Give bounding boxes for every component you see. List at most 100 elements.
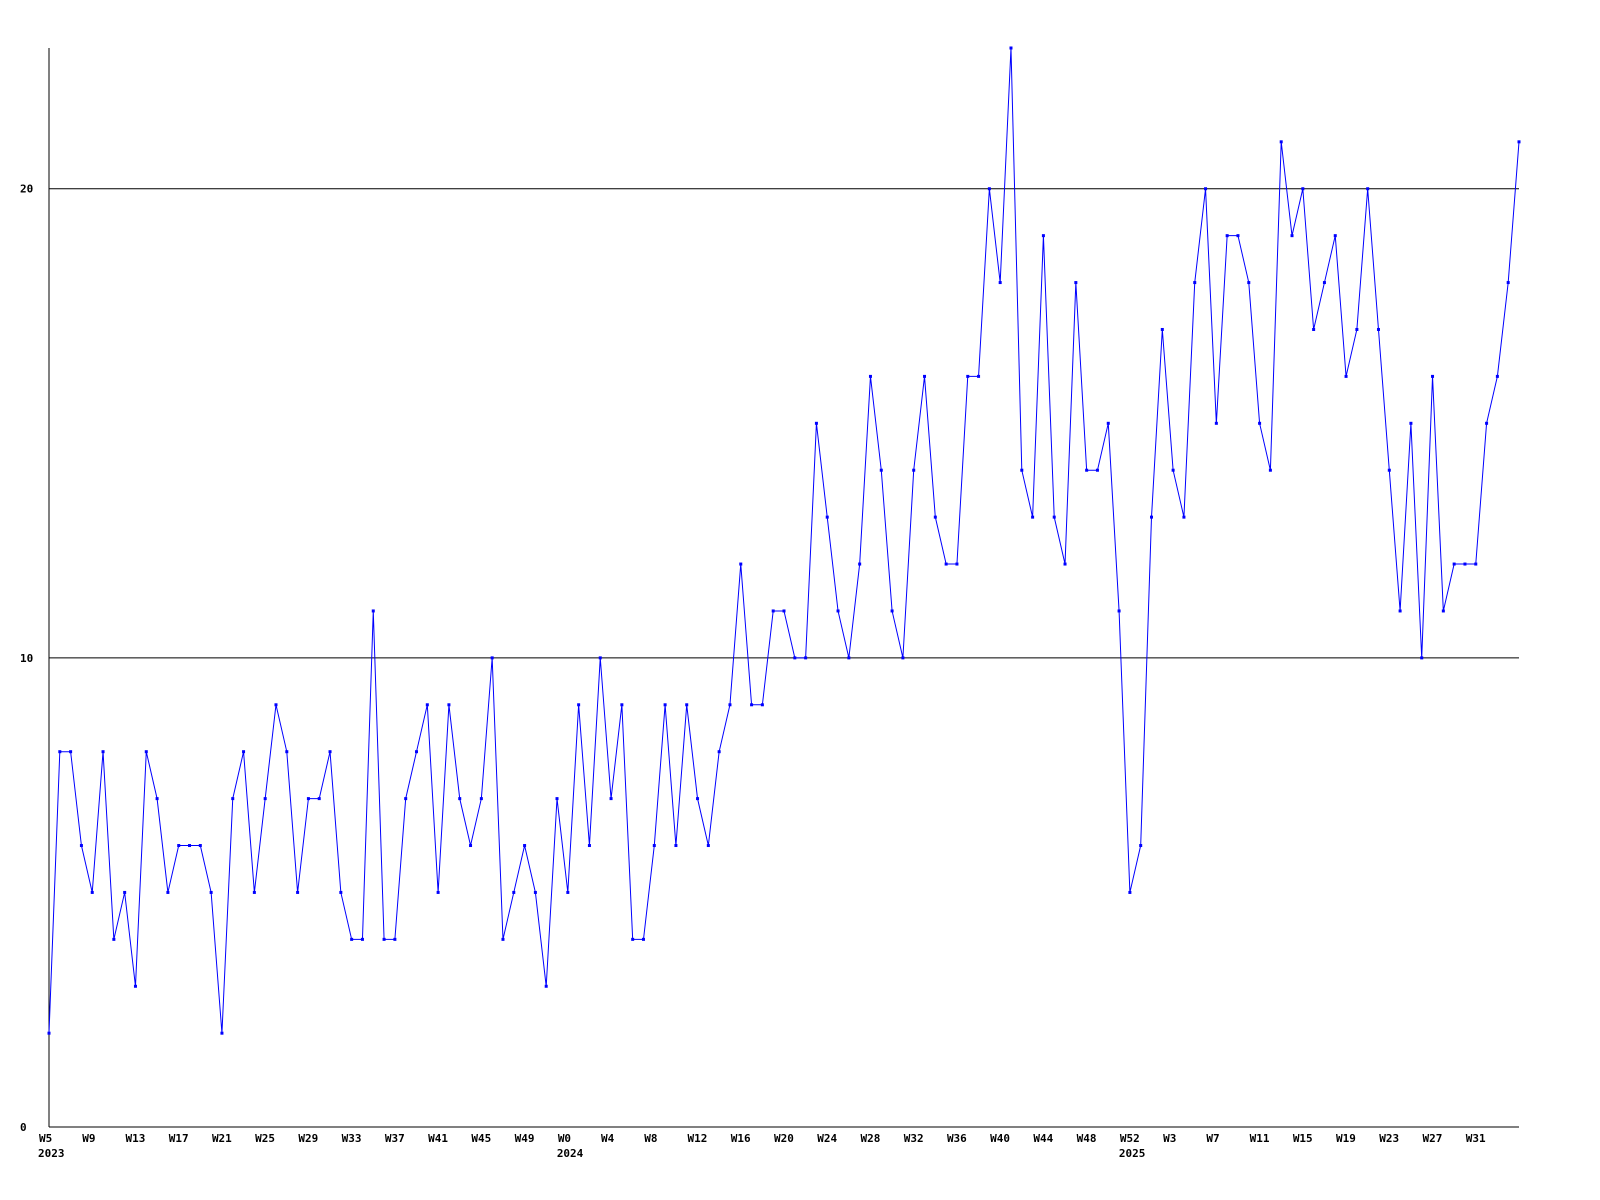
data-point	[1279, 140, 1283, 144]
data-point	[933, 515, 937, 519]
data-point	[1214, 421, 1218, 425]
data-point	[1128, 890, 1132, 894]
data-point	[306, 797, 310, 801]
data-point	[858, 562, 862, 566]
x-tick-label: W20	[774, 1132, 794, 1145]
data-point	[555, 797, 559, 801]
year-label: 2025	[1119, 1147, 1146, 1160]
data-point	[793, 656, 797, 660]
data-point	[393, 937, 397, 941]
data-point	[987, 187, 991, 191]
x-tick-label: W23	[1379, 1132, 1399, 1145]
data-point	[1398, 609, 1402, 613]
data-point	[587, 844, 591, 848]
data-point	[739, 562, 743, 566]
data-point	[663, 703, 667, 707]
x-tick-label: W5	[39, 1132, 52, 1145]
data-point	[771, 609, 775, 613]
data-point	[966, 374, 970, 378]
data-point	[1225, 234, 1229, 238]
x-tick-label: W37	[385, 1132, 405, 1145]
data-point	[782, 609, 786, 613]
data-point	[1322, 281, 1326, 285]
data-point	[512, 890, 516, 894]
year-label: 2023	[38, 1147, 65, 1160]
data-point	[1290, 234, 1294, 238]
data-point	[220, 1031, 224, 1035]
data-point	[501, 937, 505, 941]
data-point	[69, 750, 73, 754]
data-point	[1074, 281, 1078, 285]
x-tick-label: W0	[558, 1132, 571, 1145]
x-tick-label: W27	[1423, 1132, 1443, 1145]
data-point	[620, 703, 624, 707]
data-point	[923, 374, 927, 378]
data-point	[879, 468, 883, 472]
data-point	[112, 937, 116, 941]
data-point	[1474, 562, 1478, 566]
data-point	[1485, 421, 1489, 425]
x-tick-label: W25	[255, 1132, 275, 1145]
x-tick-label: W44	[1033, 1132, 1053, 1145]
data-point	[79, 844, 83, 848]
data-point	[955, 562, 959, 566]
data-point	[1463, 562, 1467, 566]
data-point	[717, 750, 721, 754]
data-point	[1171, 468, 1175, 472]
data-point	[814, 421, 818, 425]
data-point	[804, 656, 808, 660]
x-tick-label: W52	[1120, 1132, 1140, 1145]
data-line	[48, 47, 1520, 1034]
data-point	[47, 1031, 51, 1035]
data-point	[1204, 187, 1208, 191]
data-point	[479, 797, 483, 801]
data-point	[1258, 421, 1262, 425]
data-point	[469, 844, 473, 848]
x-tick-label: W24	[817, 1132, 837, 1145]
data-point	[382, 937, 386, 941]
data-point	[1409, 421, 1413, 425]
data-point	[123, 890, 127, 894]
data-point	[696, 797, 700, 801]
data-point	[1301, 187, 1305, 191]
data-point	[144, 750, 148, 754]
data-point	[415, 750, 418, 754]
data-point	[1355, 327, 1359, 331]
data-point	[750, 703, 754, 707]
data-point	[198, 844, 202, 848]
data-point	[231, 797, 235, 801]
x-tick-label: W17	[169, 1132, 189, 1145]
x-tick-label: W9	[82, 1132, 95, 1145]
data-point	[566, 890, 570, 894]
data-point	[296, 890, 300, 894]
data-point	[1366, 187, 1370, 191]
y-tick-label: 10	[20, 652, 33, 665]
data-point	[901, 656, 905, 660]
data-point	[490, 656, 494, 660]
data-point	[1063, 562, 1067, 566]
x-tick-label: W49	[515, 1132, 535, 1145]
data-point	[868, 374, 872, 378]
data-point	[728, 703, 732, 707]
data-point	[436, 890, 440, 894]
y-tick-label: 0	[20, 1121, 27, 1134]
data-point	[1150, 515, 1153, 519]
data-point	[404, 797, 408, 801]
data-point	[209, 890, 213, 894]
data-point	[58, 750, 62, 754]
data-point	[706, 844, 710, 848]
data-point	[155, 797, 159, 801]
data-point	[458, 797, 462, 801]
data-point	[166, 890, 170, 894]
data-point	[1182, 515, 1186, 519]
data-point	[1420, 656, 1424, 660]
data-point	[1387, 468, 1391, 472]
data-point	[1376, 327, 1380, 331]
data-point	[133, 984, 137, 988]
data-point	[101, 750, 105, 754]
data-point	[1517, 140, 1521, 144]
data-point	[1009, 46, 1013, 50]
data-point	[328, 750, 332, 754]
x-tick-label: W41	[428, 1132, 448, 1145]
